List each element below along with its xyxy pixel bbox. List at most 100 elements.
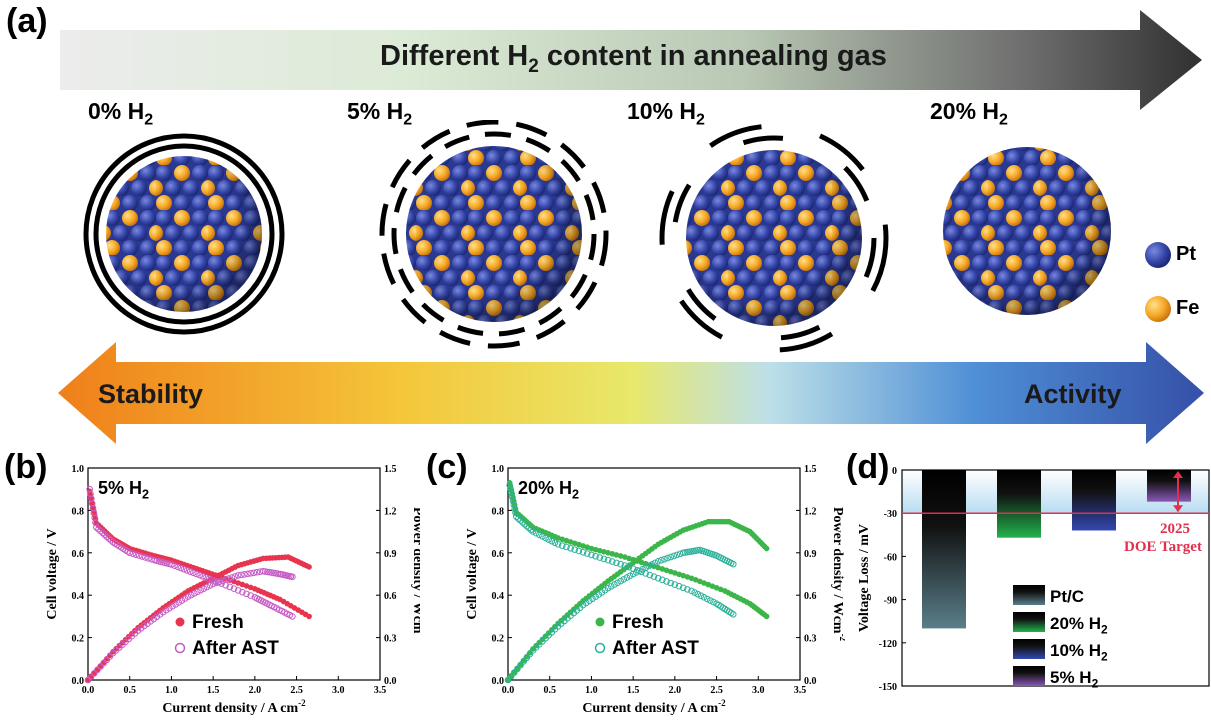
data-point — [92, 519, 99, 526]
y-tick-label: 0.6 — [492, 549, 505, 560]
y-tick-label: 0.0 — [492, 676, 505, 687]
data-point — [306, 613, 312, 620]
data-point — [521, 520, 528, 528]
bar-3 — [1147, 470, 1191, 502]
data-point — [571, 546, 579, 553]
data-point — [99, 529, 106, 537]
legend-label: 10% H2 — [1050, 641, 1108, 663]
data-point — [93, 524, 100, 531]
stability-label: Stability — [98, 379, 204, 409]
y-tick-label: 0.2 — [492, 634, 505, 645]
data-point — [247, 592, 254, 599]
data-point — [190, 569, 197, 577]
data-point — [91, 514, 98, 522]
data-point — [517, 517, 524, 524]
data-point — [243, 590, 250, 598]
panel-label-a: (a) — [6, 2, 48, 40]
data-point — [710, 598, 717, 606]
data-point — [206, 582, 214, 589]
plot-frame — [901, 469, 1210, 687]
data-point — [209, 580, 217, 588]
particle-5pct — [379, 120, 609, 349]
chart-c: 0.0 0.5 1.0 1.5 2.0 2.5 3.0 3.50.00.20.40.60.81… — [465, 464, 845, 716]
data-point — [216, 578, 223, 586]
data-point — [645, 562, 653, 570]
data-point — [617, 560, 624, 568]
x-tick-label: 3.5 — [794, 685, 807, 696]
data-point — [583, 550, 591, 557]
fe-legend-label: Fe — [1176, 297, 1200, 319]
stability-activity-arrow — [58, 342, 1204, 444]
x-tick-label: 2.0 — [669, 685, 682, 696]
data-point — [511, 505, 518, 513]
data-point — [673, 551, 681, 559]
data-point — [168, 561, 175, 568]
legend-swatch — [1013, 666, 1045, 686]
data-point — [205, 575, 213, 583]
y2-tick-label: 1.5 — [384, 464, 397, 475]
x-tick-label: 0.0 — [82, 685, 95, 696]
data-point — [508, 493, 516, 501]
data-point — [289, 573, 296, 581]
data-point — [679, 584, 687, 592]
data-point — [509, 497, 517, 505]
data-point — [88, 500, 96, 507]
data-point — [650, 573, 658, 580]
data-point — [90, 509, 98, 517]
y-tick-label: 1.0 — [72, 464, 85, 475]
data-point — [226, 583, 234, 591]
legend-label: Pt/C — [1050, 587, 1084, 606]
data-point — [639, 565, 646, 573]
data-point — [694, 590, 702, 598]
data-point — [145, 555, 152, 562]
data-point — [703, 595, 711, 603]
data-point — [588, 551, 595, 559]
y-tick-label: -30 — [884, 509, 897, 520]
y-tick-label: 0.8 — [72, 506, 85, 517]
particle-label-5: 5% H2 — [347, 98, 413, 129]
y2-tick-label: 0.3 — [384, 634, 397, 645]
data-point — [651, 559, 659, 567]
data-point — [535, 531, 543, 539]
data-point — [212, 579, 220, 587]
x-tick-label: 1.5 — [627, 685, 640, 696]
legend-label: 5% H2 — [1050, 668, 1099, 690]
y-tick-label: 0.8 — [492, 506, 505, 517]
data-point — [194, 588, 201, 596]
data-point — [592, 552, 599, 560]
data-point — [604, 556, 612, 564]
y-tick-label: 0.4 — [72, 591, 85, 602]
data-point — [548, 537, 556, 545]
target-arrow-head-top — [1173, 471, 1183, 478]
data-point — [89, 504, 97, 512]
y2-tick-label: 1.2 — [384, 506, 397, 517]
particle-10pct — [659, 123, 889, 353]
y-tick-label: 0 — [892, 466, 897, 477]
x-tick-label: 0.5 — [543, 685, 556, 696]
y2-axis-label: Power density / Wcm-2 — [410, 507, 420, 642]
data-point — [519, 519, 526, 526]
data-point — [551, 539, 559, 547]
legend-label: Fresh — [192, 612, 244, 633]
data-point — [613, 559, 620, 567]
data-point — [663, 578, 670, 585]
data-point — [525, 524, 533, 532]
data-point — [193, 570, 200, 578]
x-tick-label: 1.0 — [585, 685, 598, 696]
data-point — [664, 554, 671, 562]
data-point — [700, 594, 708, 601]
data-point — [513, 513, 520, 521]
data-point — [200, 585, 208, 592]
annealing-gas-title: Different H2 content in annealing gas — [380, 40, 887, 77]
data-point — [670, 552, 678, 560]
data-point — [88, 495, 95, 503]
y2-tick-label: 1.2 — [804, 506, 817, 517]
legend-swatch — [1013, 612, 1045, 632]
pt-legend-label: Pt — [1176, 243, 1196, 265]
legend-marker — [594, 642, 606, 654]
y-axis-label: Cell voltage / V — [45, 528, 60, 619]
chart-b: 0.0 0.5 1.0 1.5 2.0 2.5 3.0 3.50.00.20.40.60.81… — [45, 464, 420, 716]
data-point — [667, 579, 674, 587]
data-point — [542, 534, 549, 542]
data-point — [527, 526, 535, 534]
